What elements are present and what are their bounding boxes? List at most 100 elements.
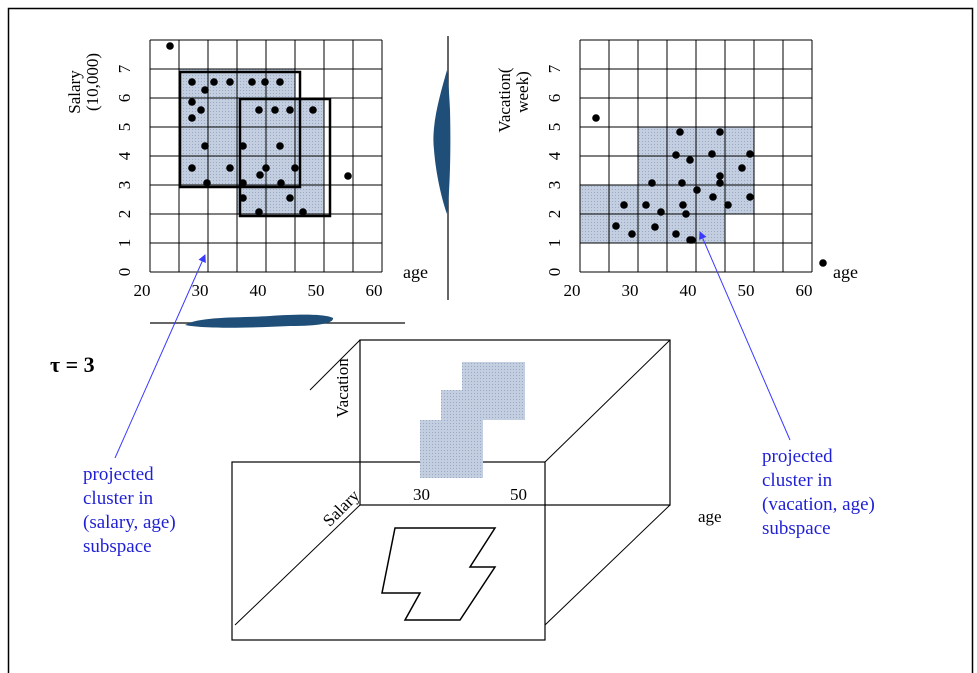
data-point: [166, 42, 174, 50]
data-point: [716, 179, 724, 187]
data-point: [628, 230, 636, 238]
vacation-y-ticks: 0 1 2 3 4 5 6 7: [545, 64, 564, 276]
data-point: [620, 201, 628, 209]
data-point: [651, 223, 659, 231]
data-point: [716, 172, 724, 180]
data-point: [188, 98, 196, 106]
annotation-salary-line3: (salary, age): [83, 512, 176, 533]
cube-vacation-age-cluster: [420, 362, 525, 478]
annotation-vacation-arrow: [699, 231, 791, 441]
vacation-age-grid: [579, 39, 813, 273]
y-tick-label: 3: [545, 181, 564, 190]
cluster-cell: [667, 185, 696, 214]
data-point: [682, 210, 690, 218]
cube-edge-bottom-right: [544, 504, 671, 626]
y-tick-label: 4: [545, 151, 564, 160]
y-tick-label: 0: [545, 268, 564, 277]
data-point: [226, 164, 234, 172]
y-tick-label: 1: [545, 239, 564, 248]
y-tick-label: 5: [545, 123, 564, 132]
x-tick-label: 30: [622, 281, 639, 300]
salary-age-cluster-cells: [179, 69, 324, 214]
cluster-cell: [237, 127, 266, 156]
vacation-axis-unit-label: week): [513, 71, 532, 113]
data-point: [226, 78, 234, 86]
annotation-vacation-line3: (vacation, age): [762, 494, 875, 515]
y-tick-label: 6: [115, 94, 134, 103]
cluster-cell: [208, 127, 237, 156]
cube-3d: Vacation Salary 30 50 age: [231, 339, 722, 641]
data-point: [277, 179, 285, 187]
vacation-age-cluster-cells: [580, 127, 754, 243]
vacation-x-ticks: 20 30 40 50 60: [564, 281, 813, 300]
data-point: [239, 194, 247, 202]
cube-vacation-label: Vacation: [333, 358, 352, 418]
data-point: [688, 236, 696, 244]
cube-salary-age-cluster: [381, 527, 497, 621]
y-tick-label: 7: [545, 64, 564, 73]
data-point: [612, 222, 620, 230]
cluster-cell: [179, 127, 208, 156]
data-point: [676, 128, 684, 136]
cube-edge-top-left: [309, 339, 361, 391]
vacation-age-points: [592, 114, 827, 267]
data-point: [276, 142, 284, 150]
y-tick-label: 5: [115, 123, 134, 132]
salary-x-ticks: 20 30 40 50 60: [134, 281, 383, 300]
vacation-axis-label: Vacation(: [495, 67, 514, 132]
y-tick-label: 7: [115, 64, 134, 73]
salary-age-points: [166, 42, 352, 216]
data-point: [188, 78, 196, 86]
data-point: [592, 114, 600, 122]
salary-axis-unit-label: (10,000): [83, 53, 102, 111]
data-point: [708, 150, 716, 158]
annotation-salary-line4: subspace: [83, 536, 152, 557]
data-point: [255, 106, 263, 114]
annotation-salary-line1: projected: [83, 464, 154, 485]
data-point: [203, 179, 211, 187]
data-point: [188, 164, 196, 172]
data-point: [819, 259, 827, 267]
x-tick-label: 40: [680, 281, 697, 300]
y-tick-label: 2: [115, 210, 134, 219]
data-point: [678, 179, 686, 187]
annotation-salary-line2: cluster in: [83, 488, 154, 509]
data-point: [262, 164, 270, 172]
data-point: [642, 201, 650, 209]
cube-back-face: [359, 339, 671, 506]
vacation-age-plot: Vacation( week) 0 1 2 3 4 5 6 7 20 30 40 50 60 age: [495, 39, 858, 300]
data-point: [286, 106, 294, 114]
data-point: [197, 106, 205, 114]
x-tick-label: 40: [250, 281, 267, 300]
x-tick-label: 20: [564, 281, 581, 300]
cube-front-face: [231, 461, 546, 641]
salary-y-ticks: 0 1 2 3 4 5 6 7: [115, 64, 134, 276]
data-point: [716, 128, 724, 136]
cluster-cell: [580, 185, 609, 214]
y-tick-label: 0: [115, 268, 134, 277]
cluster-cell: [208, 98, 237, 127]
annotation-salary-arrow: [114, 254, 206, 459]
data-point: [724, 201, 732, 209]
y-tick-label: 6: [545, 94, 564, 103]
data-point: [309, 106, 317, 114]
vacation-plot-age-label: age: [833, 262, 858, 282]
x-tick-label: 50: [738, 281, 755, 300]
data-point: [271, 106, 279, 114]
data-point: [201, 142, 209, 150]
cube-tick-30: 30: [413, 485, 430, 504]
cluster-cell: [638, 127, 667, 156]
annotation-vacation-line2: cluster in: [762, 470, 833, 491]
data-point: [672, 230, 680, 238]
cube-age-label: age: [698, 507, 722, 526]
age-projection-blob: [185, 314, 334, 328]
data-point: [746, 150, 754, 158]
x-tick-label: 30: [192, 281, 209, 300]
data-point: [299, 208, 307, 216]
data-point: [210, 78, 218, 86]
y-tick-label: 1: [115, 239, 134, 248]
data-point: [276, 78, 284, 86]
salary-projection-blob: [433, 70, 451, 214]
outer-frame: [7, 7, 974, 673]
